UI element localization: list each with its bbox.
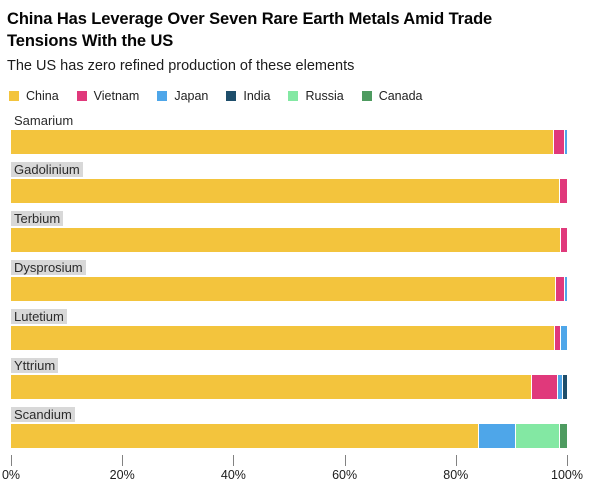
stacked-bar	[11, 228, 567, 252]
chart-row-lutetium: Lutetium	[11, 308, 600, 350]
legend-swatch-icon	[76, 90, 87, 101]
chart-row-dysprosium: Dysprosium	[11, 259, 600, 301]
category-label: Yttrium	[11, 358, 59, 373]
bar-segment-japan	[478, 424, 516, 448]
category-label: Dysprosium	[11, 260, 86, 275]
legend-swatch-icon	[226, 90, 237, 101]
x-axis-tick-label: 40%	[220, 468, 246, 482]
legend-label: Vietnam	[93, 88, 140, 103]
bar-segment-vietnam	[553, 326, 561, 350]
x-axis-tick	[344, 455, 346, 466]
bar-segment-china	[11, 326, 554, 350]
bar-segment-vietnam	[558, 179, 567, 203]
stacked-bar	[11, 424, 567, 448]
bar-segment-vietnam	[553, 130, 565, 154]
category-label: Terbium	[11, 211, 64, 226]
bar-segment-vietnam	[559, 228, 567, 252]
stacked-bar	[11, 375, 567, 399]
chart-card: China Has Leverage Over Seven Rare Earth…	[2, 8, 600, 487]
chart-subtitle: The US has zero refined production of th…	[7, 58, 355, 74]
bar-segment-china	[11, 228, 560, 252]
x-axis-tick	[567, 455, 568, 466]
bar-segment-china	[11, 130, 554, 154]
legend-swatch-icon	[9, 90, 19, 101]
category-label: Scandium	[11, 407, 75, 422]
bar-segment-japan	[556, 375, 562, 399]
stacked-bar	[11, 277, 567, 301]
bar-segment-japan	[564, 277, 567, 301]
category-label: Samarium	[14, 113, 74, 128]
x-axis-tick-label: 100%	[551, 468, 583, 482]
bar-segment-russia	[515, 424, 559, 448]
chart-title-line2: Tensions With the US	[7, 32, 174, 50]
chart-row-yttrium: Yttrium	[11, 357, 600, 399]
chart-row-terbium: Terbium	[11, 210, 600, 252]
stacked-bar-chart: Samarium Gadolinium Terbium Dysprosium Lutet…	[11, 112, 600, 448]
category-label: Gadolinium	[11, 162, 83, 177]
legend-label: China	[26, 88, 59, 103]
x-axis-tick	[233, 455, 235, 466]
stacked-bar	[11, 326, 567, 350]
legend-item-canada: Canada	[361, 88, 423, 103]
x-axis-tick	[122, 455, 124, 466]
legend-item-russia: Russia	[288, 88, 344, 103]
chart-legend: China Vietnam Japan India Russia Canada	[9, 88, 600, 103]
chart-row-samarium: Samarium	[11, 112, 600, 154]
legend-item-japan: Japan	[157, 89, 208, 103]
legend-label: Japan	[174, 88, 209, 103]
chart-title: China Has Leverage Over Seven Rare Earth…	[7, 8, 600, 52]
bar-segment-india	[561, 375, 567, 399]
legend-item-china: China	[9, 89, 59, 103]
bar-segment-vietnam	[530, 375, 557, 399]
stacked-bar	[11, 130, 567, 154]
bar-segment-china	[11, 179, 559, 203]
legend-swatch-icon	[361, 90, 372, 101]
bar-segment-japan	[564, 130, 567, 154]
x-axis: 0% 20% 40% 60% 80% 100%	[2, 455, 583, 487]
legend-item-vietnam: Vietnam	[76, 88, 140, 103]
bar-segment-japan	[560, 326, 567, 350]
x-axis-tick	[11, 455, 12, 466]
legend-item-india: India	[226, 89, 270, 103]
legend-label: India	[243, 88, 271, 103]
chart-title-line1: China Has Leverage Over Seven Rare Earth…	[7, 10, 493, 28]
x-axis-tick-label: 20%	[109, 468, 135, 482]
x-axis-tick-label: 0%	[1, 468, 21, 482]
x-axis-tick	[455, 455, 457, 466]
category-label: Lutetium	[11, 309, 67, 324]
legend-swatch-icon	[157, 90, 168, 101]
bar-segment-vietnam	[554, 277, 565, 301]
legend-label: Canada	[378, 88, 423, 103]
bar-segment-china	[11, 424, 479, 448]
legend-label: Russia	[305, 88, 344, 103]
chart-row-scandium: Scandium	[11, 406, 600, 448]
bar-segment-canada	[558, 424, 567, 448]
chart-row-gadolinium: Gadolinium	[11, 161, 600, 203]
legend-swatch-icon	[288, 90, 299, 101]
bar-segment-china	[11, 277, 555, 301]
stacked-bar	[11, 179, 567, 203]
bar-segment-china	[11, 375, 531, 399]
x-axis-tick-label: 60%	[332, 468, 358, 482]
x-axis-tick-label: 80%	[443, 468, 469, 482]
